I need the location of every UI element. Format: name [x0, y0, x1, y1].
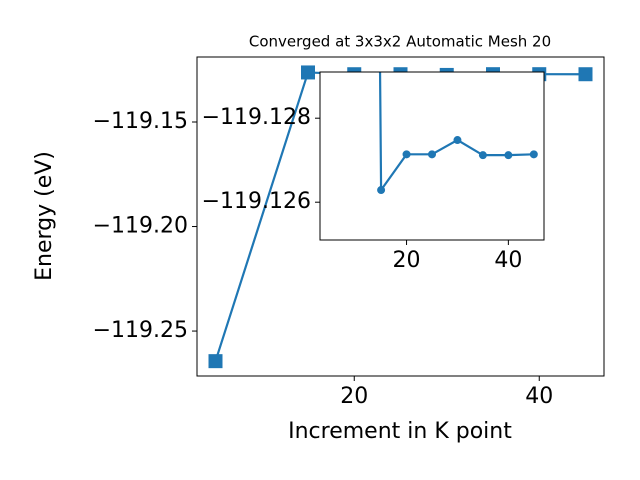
series-line	[378, 72, 534, 194]
marker	[578, 67, 593, 82]
axes-frame	[196, 56, 605, 377]
y-tick-label: −119.126	[202, 189, 311, 214]
y-tick-label: −119.20	[93, 214, 188, 239]
marker	[208, 354, 223, 369]
series-group	[377, 72, 538, 195]
marker	[504, 151, 513, 160]
y-axis-label: Energy (eV)	[32, 151, 57, 281]
marker	[453, 136, 462, 145]
marker	[529, 150, 538, 159]
chart-title: Converged at 3x3x2 Automatic Mesh 20	[249, 33, 551, 51]
axes-frame	[319, 71, 545, 241]
marker	[377, 186, 386, 195]
marker	[402, 150, 411, 159]
marker	[301, 65, 315, 80]
x-tick-label: 40	[494, 248, 522, 273]
x-tick-label: 20	[340, 384, 368, 409]
y-tick-label: −119.25	[93, 318, 188, 343]
x-tick-label: 20	[393, 248, 421, 273]
marker	[478, 151, 487, 160]
marker	[428, 150, 436, 159]
y-tick-label: −119.15	[93, 109, 188, 134]
y-tick-label: −119.128	[202, 105, 311, 130]
x-tick-label: 40	[525, 384, 553, 409]
x-axis-label: Increment in K point	[288, 419, 512, 444]
